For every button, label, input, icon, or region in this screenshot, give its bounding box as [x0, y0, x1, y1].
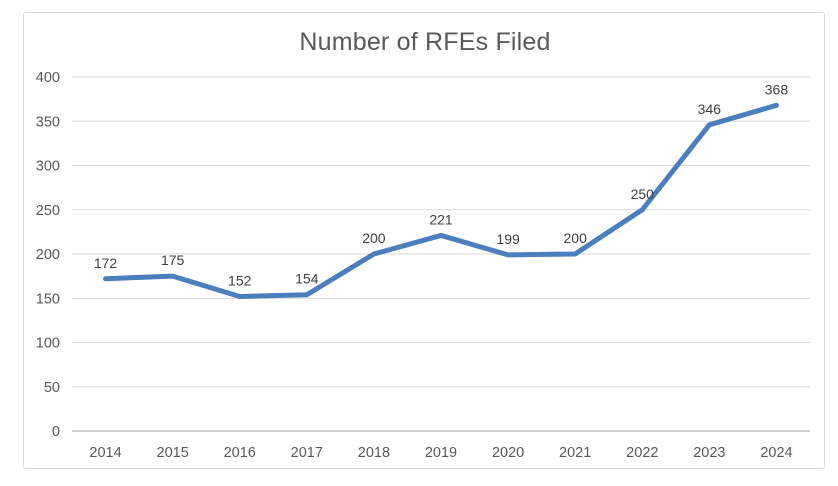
data-label: 154 — [295, 271, 319, 287]
x-tick-label: 2022 — [626, 445, 658, 461]
y-tick-label: 100 — [36, 336, 60, 352]
y-tick-label: 50 — [44, 380, 60, 396]
x-tick-label: 2024 — [760, 445, 792, 461]
y-tick-label: 400 — [36, 70, 60, 86]
x-tick-label: 2020 — [492, 445, 524, 461]
x-tick-label: 2018 — [358, 445, 390, 461]
chart-title: Number of RFEs Filed — [299, 28, 551, 56]
data-label: 221 — [429, 211, 453, 227]
y-tick-label: 200 — [36, 247, 60, 263]
x-tick-label: 2023 — [693, 445, 725, 461]
y-tick-label: 350 — [36, 114, 60, 130]
data-label: 200 — [362, 230, 386, 246]
x-tick-label: 2014 — [89, 445, 121, 461]
y-tick-label: 300 — [36, 159, 60, 175]
x-tick-label: 2021 — [559, 445, 591, 461]
y-tick-label: 150 — [36, 291, 60, 307]
data-label: 152 — [228, 272, 252, 288]
data-label: 346 — [698, 101, 722, 117]
y-tick-label: 0 — [52, 424, 60, 440]
data-label: 250 — [631, 186, 655, 202]
line-series — [103, 102, 779, 299]
data-label: 172 — [94, 255, 118, 271]
data-label: 368 — [765, 81, 789, 97]
x-tick-label: 2019 — [425, 445, 457, 461]
x-tick-label: 2015 — [157, 445, 189, 461]
data-label: 175 — [161, 252, 185, 268]
x-tick-label: 2016 — [224, 445, 256, 461]
x-tick-label: 2017 — [291, 445, 323, 461]
y-tick-label: 250 — [36, 203, 60, 219]
data-label: 199 — [496, 231, 520, 247]
data-label: 200 — [564, 230, 588, 246]
